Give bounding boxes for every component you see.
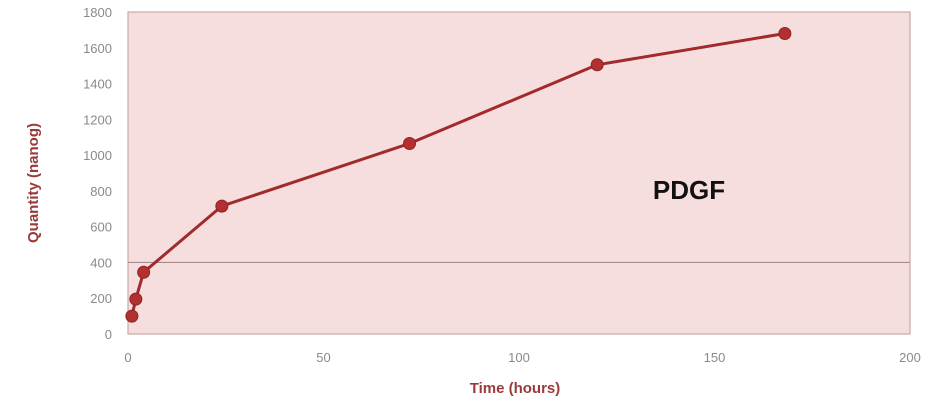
data-point — [403, 136, 417, 150]
y-tick-label: 600 — [90, 220, 112, 235]
data-point — [125, 309, 139, 323]
y-tick-label: 1600 — [83, 41, 112, 56]
y-tick-label: 1800 — [83, 5, 112, 20]
y-tick-label: 400 — [90, 255, 112, 270]
x-tick-label: 50 — [316, 350, 330, 365]
y-axis-title: Quantity (nanog) — [25, 123, 42, 243]
y-tick-label: 800 — [90, 184, 112, 199]
data-point — [129, 292, 143, 306]
data-point — [778, 26, 792, 40]
chart-annotation: PDGF — [653, 175, 725, 205]
y-axis-ticks: 0 200 400 600 800 1000 1200 1400 1600 1800 — [83, 5, 112, 342]
x-tick-label: 0 — [124, 350, 131, 365]
x-tick-label: 150 — [704, 350, 726, 365]
x-axis-title: Time (hours) — [470, 380, 561, 397]
series-group — [125, 26, 792, 323]
data-point — [137, 265, 151, 279]
y-tick-label: 0 — [105, 327, 112, 342]
data-point — [590, 58, 604, 72]
y-tick-label: 1000 — [83, 148, 112, 163]
data-point — [215, 199, 229, 213]
y-tick-label: 200 — [90, 291, 112, 306]
y-tick-label: 1200 — [83, 112, 112, 127]
plot-area — [127, 11, 911, 335]
x-axis-ticks: 0 50 100 150 200 — [124, 350, 920, 365]
x-tick-label: 200 — [899, 350, 921, 365]
x-tick-label: 100 — [508, 350, 530, 365]
y-tick-label: 1400 — [83, 77, 112, 92]
